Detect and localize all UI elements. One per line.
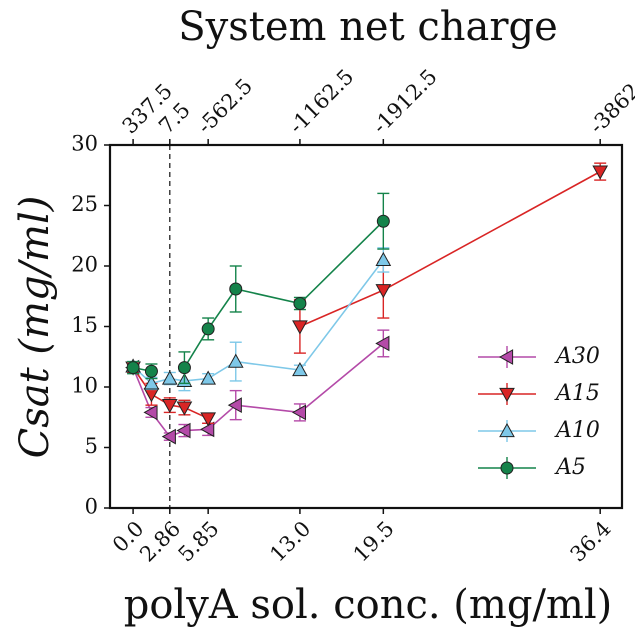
x2-tick-label: -3862.5 (585, 64, 635, 138)
marker (161, 370, 178, 385)
marker (376, 214, 390, 228)
marker (200, 412, 217, 427)
x-tick-label: 13.0 (265, 516, 315, 566)
marker (375, 335, 390, 352)
marker (291, 404, 307, 421)
x2-tick-label: -1162.5 (284, 64, 358, 138)
series-line (132, 259, 384, 385)
legend-label: A5 (554, 455, 586, 480)
marker (227, 353, 244, 368)
x-tick-label: 19.5 (349, 516, 399, 566)
marker (201, 322, 215, 336)
legend-label: A10 (554, 418, 600, 443)
marker (292, 320, 308, 335)
legend-marker (499, 387, 515, 403)
x2-tick-label: -1912.5 (368, 64, 442, 138)
x2-tick-label: -562.5 (193, 74, 258, 139)
x-tick-label: 36.4 (566, 516, 616, 566)
marker (200, 370, 217, 385)
marker (161, 428, 176, 445)
legend-label: A15 (554, 381, 600, 406)
marker (144, 364, 158, 378)
marker (375, 284, 392, 299)
marker (227, 397, 242, 413)
legend-marker (498, 349, 514, 365)
legend-marker (500, 461, 514, 475)
y-tick-label: 15 (71, 313, 98, 337)
marker (200, 421, 215, 438)
legend-marker (499, 422, 515, 438)
x-axis-label: polyA sol. conc. (mg/ml) (124, 582, 613, 628)
series-line (132, 220, 384, 373)
legend-label: A30 (554, 344, 600, 369)
marker (143, 404, 158, 421)
marker (592, 165, 609, 180)
y-tick-label: 20 (71, 253, 98, 277)
x-tick-label: 5.85 (174, 516, 224, 566)
y-tick-label: 10 (71, 374, 98, 398)
y-tick-label: 5 (85, 434, 98, 458)
marker (176, 401, 193, 416)
marker (293, 297, 307, 311)
marker (375, 251, 392, 267)
plot-frame (108, 143, 624, 510)
x-tick-label: 2.86 (135, 516, 185, 566)
chart-title: System net charge (178, 4, 558, 50)
marker (292, 362, 308, 377)
y-tick-label: 25 (71, 192, 98, 216)
series-line (132, 342, 384, 438)
marker (229, 282, 243, 296)
marker (126, 361, 140, 375)
y-tick-label: 0 (85, 495, 98, 519)
marker (143, 375, 160, 390)
y-tick-label: 30 (71, 132, 98, 156)
marker (161, 399, 178, 414)
marker (177, 361, 191, 375)
marker (176, 422, 191, 439)
y-axis-label: Csat (mg/ml) (12, 196, 58, 459)
